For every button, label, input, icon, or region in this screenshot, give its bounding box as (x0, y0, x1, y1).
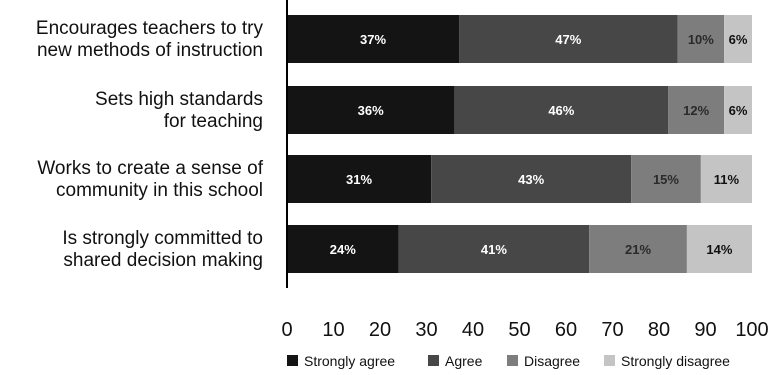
category-label: Sets high standards (95, 89, 263, 110)
data-label: 14% (706, 242, 732, 257)
bar-segment (724, 15, 752, 63)
data-label: 46% (548, 103, 574, 118)
data-label: 47% (555, 32, 581, 47)
category-label: shared decision making (63, 250, 263, 271)
x-tick-label: 20 (369, 319, 391, 341)
legend-label: Strongly disagree (621, 353, 730, 369)
data-label: 6% (729, 103, 748, 118)
data-label: 11% (714, 172, 740, 187)
data-label: 24% (330, 242, 356, 257)
data-label: 15% (653, 172, 679, 187)
bar-segment (700, 155, 752, 203)
legend-swatch (287, 355, 298, 366)
data-label: 31% (346, 172, 372, 187)
bar-segment (668, 86, 725, 134)
bar-segment (287, 225, 399, 273)
bar-segment (459, 15, 678, 63)
x-tick-label: 0 (281, 319, 292, 341)
category-label: new methods of instruction (37, 40, 263, 61)
legend: Strongly agree Agree Disagree Strongly disa… (287, 353, 730, 369)
x-tick-label: 80 (648, 319, 670, 341)
category-label: community in this school (56, 180, 263, 201)
category-label: Encourages teachers to try (36, 18, 264, 39)
x-tick-label: 10 (322, 319, 344, 341)
x-tick-labels: 0 10 20 30 40 50 60 70 80 90 100 (281, 319, 768, 341)
data-label: 41% (481, 242, 507, 257)
x-tick-label: 90 (694, 319, 716, 341)
data-label: 43% (518, 172, 544, 187)
bar-segment (287, 86, 455, 134)
x-tick-label: 60 (555, 319, 577, 341)
bar-segment (677, 15, 725, 63)
bars-layer: 37% 47% 10% 6% 36% 46% 12% 6% 31% 43% 15% 11% 24% 41%… (287, 15, 752, 273)
bar-segment (686, 225, 752, 273)
category-label: for teaching (164, 111, 263, 132)
legend-label: Disagree (524, 353, 580, 369)
data-label: 37% (360, 32, 386, 47)
x-tick-label: 30 (415, 319, 437, 341)
bar-segment (398, 225, 590, 273)
category-label: Works to create a sense of (37, 158, 263, 179)
legend-swatch (507, 355, 518, 366)
category-label: Is strongly committed to (62, 228, 263, 249)
x-tick-label: 70 (601, 319, 623, 341)
bar-segment (589, 225, 687, 273)
data-label: 21% (625, 242, 651, 257)
data-label: 10% (688, 32, 714, 47)
bar-segment (631, 155, 701, 203)
bar-segment (454, 86, 669, 134)
x-tick-label: 40 (462, 319, 484, 341)
legend-label: Agree (445, 353, 483, 369)
legend-label: Strongly agree (304, 353, 395, 369)
legend-swatch (428, 355, 439, 366)
bar-segment (724, 86, 752, 134)
x-tick-label: 100 (735, 319, 768, 341)
bar-segment (287, 15, 460, 63)
data-label: 6% (729, 32, 748, 47)
data-label: 12% (683, 103, 709, 118)
bar-segment (431, 155, 632, 203)
legend-swatch (604, 355, 615, 366)
bar-segment (287, 155, 432, 203)
x-tick-label: 50 (508, 319, 530, 341)
data-label: 36% (358, 103, 384, 118)
